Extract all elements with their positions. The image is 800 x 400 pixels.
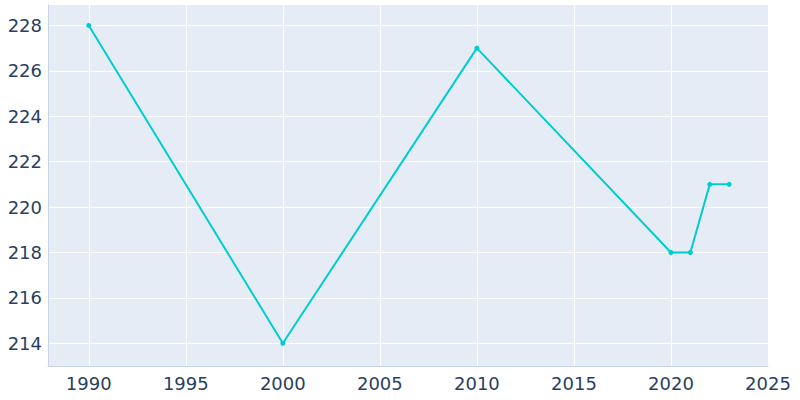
svg-text:2020: 2020 — [648, 373, 694, 394]
svg-text:1995: 1995 — [163, 373, 209, 394]
svg-text:218: 218 — [8, 242, 42, 263]
svg-text:220: 220 — [8, 197, 42, 218]
svg-text:222: 222 — [8, 151, 42, 172]
svg-text:2010: 2010 — [454, 373, 500, 394]
svg-text:226: 226 — [8, 60, 42, 81]
svg-text:2000: 2000 — [260, 373, 306, 394]
svg-text:224: 224 — [8, 106, 42, 127]
svg-text:214: 214 — [8, 333, 42, 354]
svg-text:1990: 1990 — [66, 373, 112, 394]
svg-text:216: 216 — [8, 287, 42, 308]
svg-text:228: 228 — [8, 15, 42, 36]
svg-text:2005: 2005 — [357, 373, 403, 394]
svg-text:2015: 2015 — [551, 373, 597, 394]
svg-text:2025: 2025 — [745, 373, 791, 394]
